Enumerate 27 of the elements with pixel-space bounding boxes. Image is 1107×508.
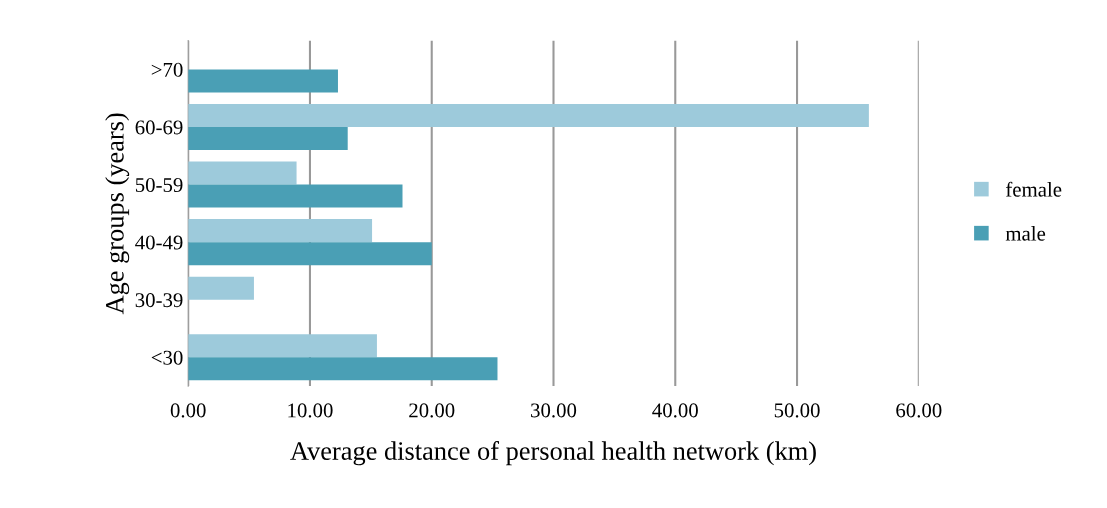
- legend-label: male: [1005, 225, 1046, 241]
- bar: [188, 103, 869, 127]
- y-tick-label: 60-69: [135, 120, 183, 135]
- bar: [188, 69, 338, 93]
- x-tick-label: 10.00: [288, 403, 333, 418]
- y-tick-label: 40-49: [135, 235, 183, 250]
- y-tick-label: 30-39: [135, 293, 183, 308]
- bar: [188, 276, 254, 300]
- legend-label: female: [1005, 181, 1062, 197]
- y-tick-label: >70: [151, 62, 183, 77]
- x-tick-label: 0.00: [170, 403, 206, 418]
- bar: [188, 161, 297, 185]
- bar: [188, 242, 432, 266]
- y-tick-label: 50-59: [135, 177, 183, 193]
- bar: [188, 334, 377, 358]
- x-axis-title: Average distance of personal health network (km): [290, 441, 816, 466]
- x-tick-label: 50.00: [774, 403, 820, 418]
- x-tick-label: 20.00: [409, 403, 455, 418]
- bar: [188, 219, 373, 243]
- y-axis-title: Age groups (years): [105, 113, 130, 315]
- bar: [188, 357, 498, 381]
- x-tick-label: 60.00: [896, 403, 942, 418]
- x-tick-label: 40.00: [652, 403, 698, 418]
- bar: [188, 127, 348, 151]
- x-tick-label: 30.00: [531, 403, 577, 418]
- bar: [188, 184, 403, 208]
- y-tick-label: <30: [151, 350, 183, 365]
